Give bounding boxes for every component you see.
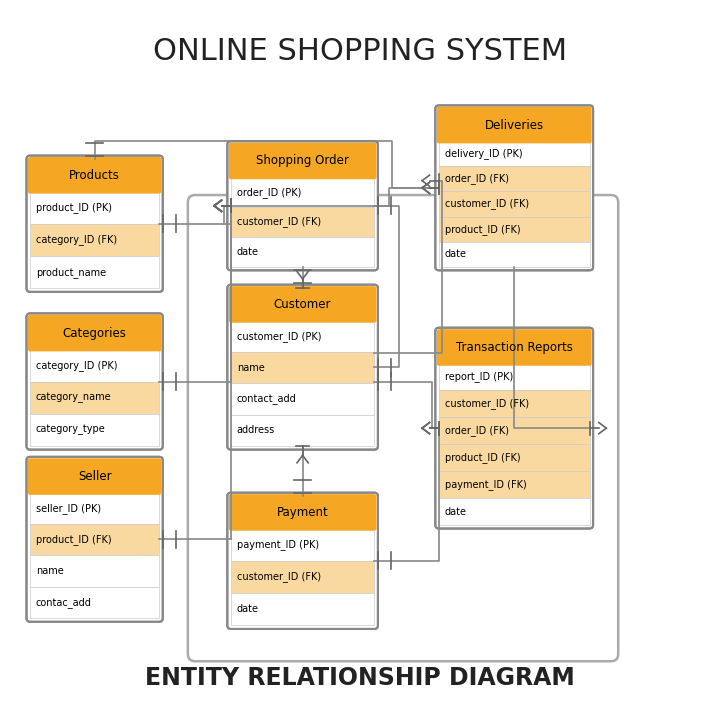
Text: Deliveries: Deliveries <box>485 119 544 132</box>
Bar <box>30 256 159 288</box>
FancyBboxPatch shape <box>437 329 592 366</box>
Text: product_ID (FK): product_ID (FK) <box>36 534 112 545</box>
Text: customer_ID (PK): customer_ID (PK) <box>237 330 321 342</box>
Bar <box>231 383 374 415</box>
Bar <box>439 166 590 192</box>
Text: category_name: category_name <box>36 392 112 403</box>
Text: ENTITY RELATIONSHIP DIAGRAM: ENTITY RELATIONSHIP DIAGRAM <box>145 666 575 690</box>
Text: Customer: Customer <box>274 298 331 311</box>
Text: product_name: product_name <box>36 266 106 278</box>
FancyBboxPatch shape <box>229 143 377 179</box>
FancyBboxPatch shape <box>27 156 163 292</box>
Text: date: date <box>445 249 467 259</box>
Text: Categories: Categories <box>63 327 127 340</box>
Bar <box>30 224 159 256</box>
FancyBboxPatch shape <box>28 157 161 194</box>
Text: Transaction Reports: Transaction Reports <box>456 341 572 354</box>
Text: payment_ID (PK): payment_ID (PK) <box>237 539 319 550</box>
Text: Shopping Order: Shopping Order <box>256 155 349 168</box>
Text: date: date <box>237 247 258 257</box>
Bar <box>30 414 159 446</box>
Bar <box>231 415 374 446</box>
Text: payment_ID (FK): payment_ID (FK) <box>445 480 526 490</box>
Bar <box>231 352 374 383</box>
Text: order_ID (FK): order_ID (FK) <box>445 174 508 184</box>
Text: contac_add: contac_add <box>36 597 91 608</box>
FancyBboxPatch shape <box>229 494 377 531</box>
Text: product_ID (FK): product_ID (FK) <box>445 224 521 235</box>
Text: product_ID (PK): product_ID (PK) <box>36 202 112 213</box>
Bar <box>231 177 374 207</box>
FancyBboxPatch shape <box>436 105 593 270</box>
Text: category_ID (FK): category_ID (FK) <box>36 235 117 246</box>
Bar <box>30 192 159 224</box>
FancyBboxPatch shape <box>436 328 593 528</box>
Bar <box>30 555 159 587</box>
Bar <box>231 320 374 352</box>
Text: order_ID (PK): order_ID (PK) <box>237 186 301 197</box>
FancyBboxPatch shape <box>228 141 378 270</box>
Text: Seller: Seller <box>78 470 112 483</box>
Bar <box>30 382 159 414</box>
Bar <box>439 217 590 242</box>
FancyBboxPatch shape <box>228 492 378 629</box>
Bar <box>30 587 159 618</box>
Bar <box>439 390 590 418</box>
Bar <box>439 418 590 444</box>
Bar <box>439 364 590 390</box>
Bar <box>231 561 374 593</box>
Bar <box>30 349 159 382</box>
Text: Products: Products <box>69 168 120 182</box>
FancyBboxPatch shape <box>27 313 163 450</box>
Text: delivery_ID (PK): delivery_ID (PK) <box>445 148 522 159</box>
Text: product_ID (FK): product_ID (FK) <box>445 452 521 463</box>
FancyBboxPatch shape <box>27 456 163 622</box>
Text: date: date <box>237 604 258 614</box>
Text: customer_ID (FK): customer_ID (FK) <box>445 199 528 210</box>
FancyBboxPatch shape <box>228 284 378 450</box>
Bar <box>439 242 590 267</box>
FancyBboxPatch shape <box>437 107 592 143</box>
Bar <box>231 207 374 237</box>
Text: name: name <box>36 566 63 576</box>
Text: Payment: Payment <box>276 506 328 519</box>
Text: order_ID (FK): order_ID (FK) <box>445 426 508 436</box>
Bar <box>231 593 374 626</box>
Text: address: address <box>237 426 275 436</box>
Text: name: name <box>237 363 264 373</box>
Text: seller_ID (PK): seller_ID (PK) <box>36 503 101 514</box>
Text: category_ID (PK): category_ID (PK) <box>36 360 117 371</box>
FancyBboxPatch shape <box>28 315 161 351</box>
Text: customer_ID (FK): customer_ID (FK) <box>237 572 321 582</box>
Text: customer_ID (FK): customer_ID (FK) <box>445 398 528 410</box>
Bar <box>231 237 374 267</box>
Bar <box>439 444 590 471</box>
Bar <box>30 524 159 555</box>
Bar <box>439 471 590 498</box>
Bar <box>30 492 159 524</box>
Text: date: date <box>445 506 467 516</box>
Text: contact_add: contact_add <box>237 394 297 405</box>
Text: category_type: category_type <box>36 425 106 435</box>
FancyBboxPatch shape <box>229 286 377 323</box>
Text: ONLINE SHOPPING SYSTEM: ONLINE SHOPPING SYSTEM <box>153 37 567 66</box>
Bar <box>231 528 374 561</box>
Bar <box>439 498 590 525</box>
Text: customer_ID (FK): customer_ID (FK) <box>237 217 321 228</box>
FancyBboxPatch shape <box>28 458 161 495</box>
Bar <box>439 192 590 217</box>
Bar <box>439 141 590 166</box>
Text: report_ID (PK): report_ID (PK) <box>445 372 513 382</box>
